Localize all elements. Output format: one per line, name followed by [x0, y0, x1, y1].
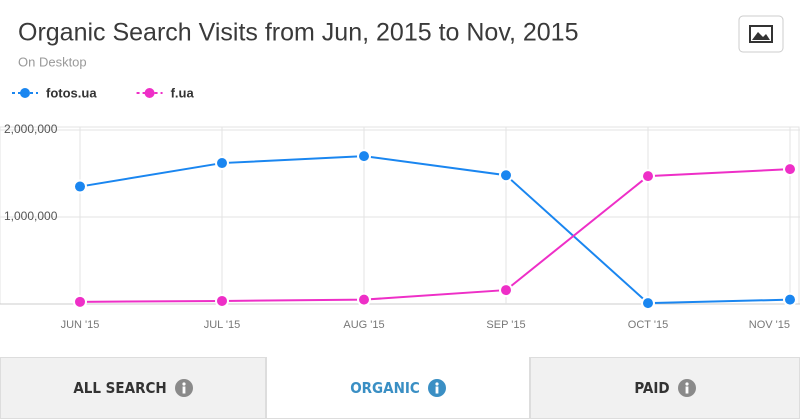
- image-icon: [749, 25, 773, 43]
- legend-item: f.ua: [136, 85, 195, 100]
- chart-subtitle: On Desktop: [18, 54, 87, 69]
- data-point: [641, 169, 655, 184]
- info-stem: [435, 386, 439, 393]
- x-tick-label: JUN '15: [61, 319, 100, 331]
- legend-marker: [144, 88, 155, 98]
- x-tick-label: AUG '15: [343, 319, 384, 331]
- data-point: [641, 296, 655, 311]
- data-point: [357, 292, 371, 307]
- data-point: [499, 168, 513, 183]
- export-button[interactable]: [738, 15, 784, 53]
- export-button-frame[interactable]: [738, 15, 784, 53]
- tab[interactable]: ALL SEARCH: [0, 357, 266, 419]
- info-dot: [684, 382, 689, 386]
- legend-item: fotos.ua: [12, 85, 97, 100]
- tab-label: ORGANIC: [350, 378, 420, 397]
- chart: Organic Search Visits from Jun, 2015 to …: [0, 15, 800, 331]
- x-tick-label: NOV '15: [749, 319, 790, 331]
- data-point: [783, 162, 797, 177]
- plot-frame: [0, 126, 800, 305]
- image-icon-mountain: [752, 32, 770, 40]
- data-point: [73, 179, 87, 194]
- info-dot: [182, 382, 186, 386]
- legend-marker: [20, 88, 30, 98]
- y-tick-label: 2,000,000: [4, 122, 58, 136]
- info-icon[interactable]: [427, 378, 446, 397]
- info-dot: [435, 381, 439, 386]
- data-point: [215, 156, 229, 171]
- tab[interactable]: PAID: [530, 357, 800, 419]
- data-point: [357, 149, 371, 164]
- info-stem: [685, 386, 688, 394]
- info-icon[interactable]: [677, 379, 696, 397]
- legend-label: f.ua: [171, 85, 195, 100]
- series-line: [79, 168, 791, 303]
- data-point: [783, 292, 797, 307]
- x-tick-label: SEP '15: [486, 319, 525, 331]
- info-icon[interactable]: [174, 379, 193, 397]
- tab-label: PAID: [634, 379, 670, 397]
- legend-label: fotos.ua: [46, 85, 97, 100]
- data-point: [215, 293, 229, 308]
- series-line: [79, 155, 791, 305]
- x-tick-label: OCT '15: [628, 319, 668, 331]
- chart-title: Organic Search Visits from Jun, 2015 to …: [18, 19, 578, 47]
- data-point: [499, 283, 513, 298]
- x-tick-label: JUL '15: [204, 319, 241, 331]
- tab[interactable]: ORGANIC: [266, 357, 530, 419]
- info-stem: [182, 386, 186, 394]
- data-point: [73, 294, 87, 309]
- y-tick-label: 1,000,000: [4, 209, 58, 223]
- tab-label: ALL SEARCH: [73, 379, 167, 397]
